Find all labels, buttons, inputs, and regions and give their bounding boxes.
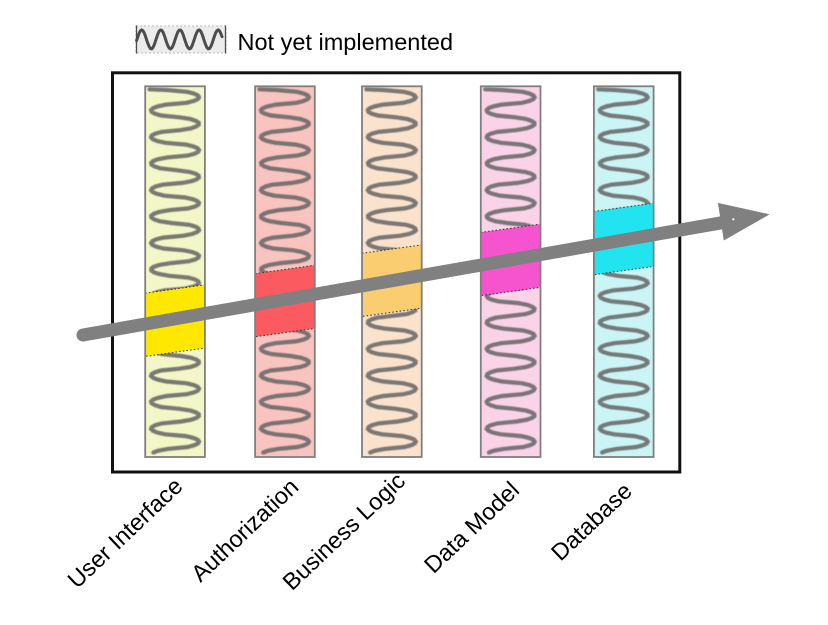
svg-text:Not yet implemented: Not yet implemented bbox=[238, 29, 454, 55]
